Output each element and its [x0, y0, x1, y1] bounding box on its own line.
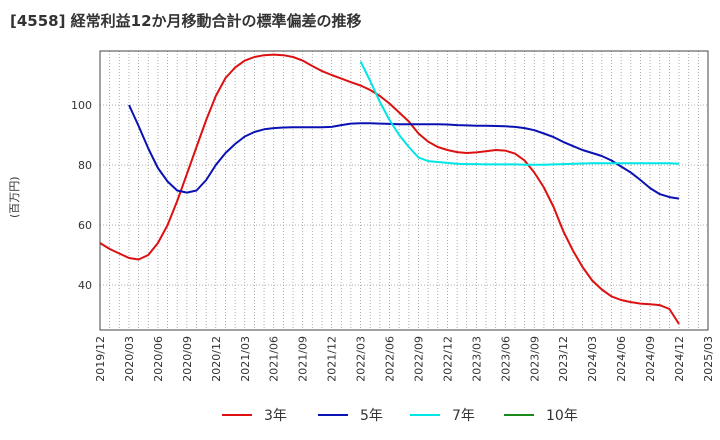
y-tick-label: 60	[78, 219, 92, 232]
plot-border	[99, 50, 709, 331]
x-tick-label: 2019/12	[94, 336, 107, 382]
chart-title: [4558] 経常利益12か月移動合計の標準偏差の推移	[10, 12, 362, 30]
x-tick-label: 2021/06	[268, 336, 281, 382]
x-tick-label: 2020/03	[123, 336, 136, 382]
grid	[100, 51, 708, 330]
x-tick-label: 2021/03	[239, 336, 252, 382]
legend: 3年 5年 7年 10年	[222, 408, 578, 424]
x-tick-label: 2024/12	[673, 336, 686, 382]
x-tick-label: 2024/09	[644, 336, 657, 382]
x-tick-label: 2023/03	[470, 336, 483, 382]
x-tick-label: 2020/09	[181, 336, 194, 382]
x-tick-label: 2023/09	[528, 336, 541, 382]
legend-label: 3年	[264, 408, 287, 424]
y-ticks: 40 60 80 100	[71, 99, 92, 292]
x-tick-label: 2022/09	[412, 336, 425, 382]
legend-label: 7年	[452, 408, 475, 424]
y-tick-label: 40	[78, 279, 92, 292]
x-ticks: 2019/12 2020/03 2020/06 2020/09 2020/12 2021/…	[94, 336, 715, 382]
series-group	[99, 53, 680, 325]
series-line-3年	[99, 53, 680, 325]
legend-label: 10年	[546, 408, 578, 424]
y-tick-label: 100	[71, 99, 92, 112]
x-tick-label: 2021/12	[326, 336, 339, 382]
x-tick-label: 2025/03	[702, 336, 715, 382]
x-tick-label: 2024/06	[615, 336, 628, 382]
x-tick-label: 2021/09	[297, 336, 310, 382]
x-tick-label: 2023/12	[557, 336, 570, 382]
plot-area	[100, 51, 708, 330]
series-line-7年	[359, 61, 680, 166]
x-tick-label: 2022/12	[441, 336, 454, 382]
x-tick-label: 2022/06	[384, 336, 397, 382]
x-tick-label: 2024/03	[586, 336, 599, 382]
x-tick-label: 2023/06	[499, 336, 512, 382]
x-tick-label: 2022/03	[355, 336, 368, 382]
x-tick-label: 2020/12	[210, 336, 223, 382]
y-tick-label: 80	[78, 159, 92, 172]
legend-label: 5年	[360, 408, 383, 424]
x-tick-label: 2020/06	[152, 336, 165, 382]
series-line-5年	[128, 104, 680, 200]
